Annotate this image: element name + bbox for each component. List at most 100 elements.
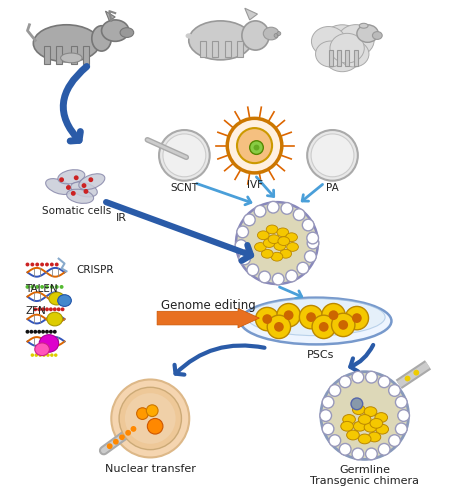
Circle shape: [31, 353, 34, 357]
Ellipse shape: [33, 25, 100, 62]
Ellipse shape: [247, 298, 385, 336]
Circle shape: [227, 118, 282, 173]
Circle shape: [284, 310, 293, 320]
Circle shape: [247, 264, 259, 276]
Circle shape: [259, 271, 271, 283]
Circle shape: [54, 353, 57, 357]
Bar: [237, 41, 243, 57]
Circle shape: [307, 232, 319, 244]
Circle shape: [254, 206, 266, 217]
Circle shape: [320, 410, 331, 421]
Circle shape: [50, 262, 54, 266]
Circle shape: [33, 307, 37, 311]
Text: ZFN: ZFN: [26, 306, 46, 316]
Circle shape: [319, 322, 328, 332]
Ellipse shape: [67, 189, 93, 204]
Ellipse shape: [58, 295, 71, 306]
Circle shape: [83, 189, 88, 194]
Text: PA: PA: [326, 184, 339, 193]
Circle shape: [125, 393, 175, 444]
Circle shape: [30, 262, 34, 266]
Circle shape: [119, 434, 125, 440]
Circle shape: [328, 310, 338, 320]
Ellipse shape: [261, 249, 273, 258]
Text: IVF: IVF: [246, 180, 263, 190]
Ellipse shape: [373, 32, 382, 39]
Ellipse shape: [71, 182, 97, 197]
Ellipse shape: [321, 25, 364, 62]
Ellipse shape: [58, 170, 85, 184]
Ellipse shape: [358, 415, 371, 424]
Circle shape: [237, 226, 248, 238]
Circle shape: [45, 330, 49, 334]
Ellipse shape: [274, 242, 286, 250]
Circle shape: [113, 439, 119, 445]
Circle shape: [389, 384, 401, 397]
Circle shape: [49, 330, 53, 334]
Text: Nuclear transfer: Nuclear transfer: [105, 464, 196, 474]
Ellipse shape: [257, 231, 269, 240]
Ellipse shape: [339, 41, 369, 67]
Circle shape: [46, 353, 50, 357]
Ellipse shape: [264, 239, 275, 247]
Circle shape: [311, 134, 354, 177]
Ellipse shape: [268, 235, 280, 243]
Circle shape: [378, 443, 390, 455]
Circle shape: [50, 353, 54, 357]
Circle shape: [351, 398, 363, 410]
Circle shape: [45, 307, 49, 311]
Polygon shape: [105, 11, 115, 21]
Circle shape: [352, 313, 362, 323]
Circle shape: [88, 177, 93, 182]
Circle shape: [71, 191, 76, 196]
Circle shape: [322, 303, 345, 327]
Circle shape: [45, 262, 49, 266]
Circle shape: [413, 370, 419, 376]
Circle shape: [262, 314, 272, 324]
Circle shape: [125, 430, 131, 436]
Circle shape: [304, 251, 316, 262]
Ellipse shape: [189, 21, 252, 60]
Circle shape: [59, 177, 64, 182]
Bar: [337, 50, 341, 66]
Bar: [56, 46, 62, 64]
Ellipse shape: [280, 249, 292, 258]
Circle shape: [40, 262, 44, 266]
Circle shape: [53, 307, 57, 311]
Circle shape: [35, 353, 38, 357]
Circle shape: [38, 353, 42, 357]
Ellipse shape: [364, 407, 377, 417]
Ellipse shape: [242, 21, 269, 50]
Circle shape: [82, 183, 86, 188]
Circle shape: [55, 285, 59, 289]
Circle shape: [119, 387, 182, 450]
Circle shape: [293, 209, 305, 221]
Bar: [328, 50, 332, 66]
Bar: [44, 46, 50, 64]
Ellipse shape: [341, 421, 354, 431]
Circle shape: [49, 307, 53, 311]
Circle shape: [111, 380, 189, 457]
Circle shape: [146, 405, 158, 417]
Circle shape: [29, 330, 33, 334]
Bar: [225, 41, 231, 57]
Bar: [354, 50, 358, 66]
Circle shape: [130, 426, 137, 432]
Circle shape: [244, 214, 255, 226]
Ellipse shape: [46, 179, 72, 194]
Circle shape: [274, 322, 284, 332]
Circle shape: [26, 285, 29, 289]
Circle shape: [250, 141, 264, 155]
Ellipse shape: [287, 243, 299, 251]
Circle shape: [255, 307, 279, 331]
Ellipse shape: [255, 243, 266, 251]
Circle shape: [45, 285, 49, 289]
Text: Genome editing: Genome editing: [161, 299, 256, 312]
Circle shape: [297, 262, 309, 274]
Circle shape: [338, 320, 348, 330]
Circle shape: [312, 315, 336, 339]
Circle shape: [329, 435, 341, 447]
Ellipse shape: [375, 413, 388, 422]
Circle shape: [235, 240, 247, 251]
Circle shape: [339, 443, 351, 455]
